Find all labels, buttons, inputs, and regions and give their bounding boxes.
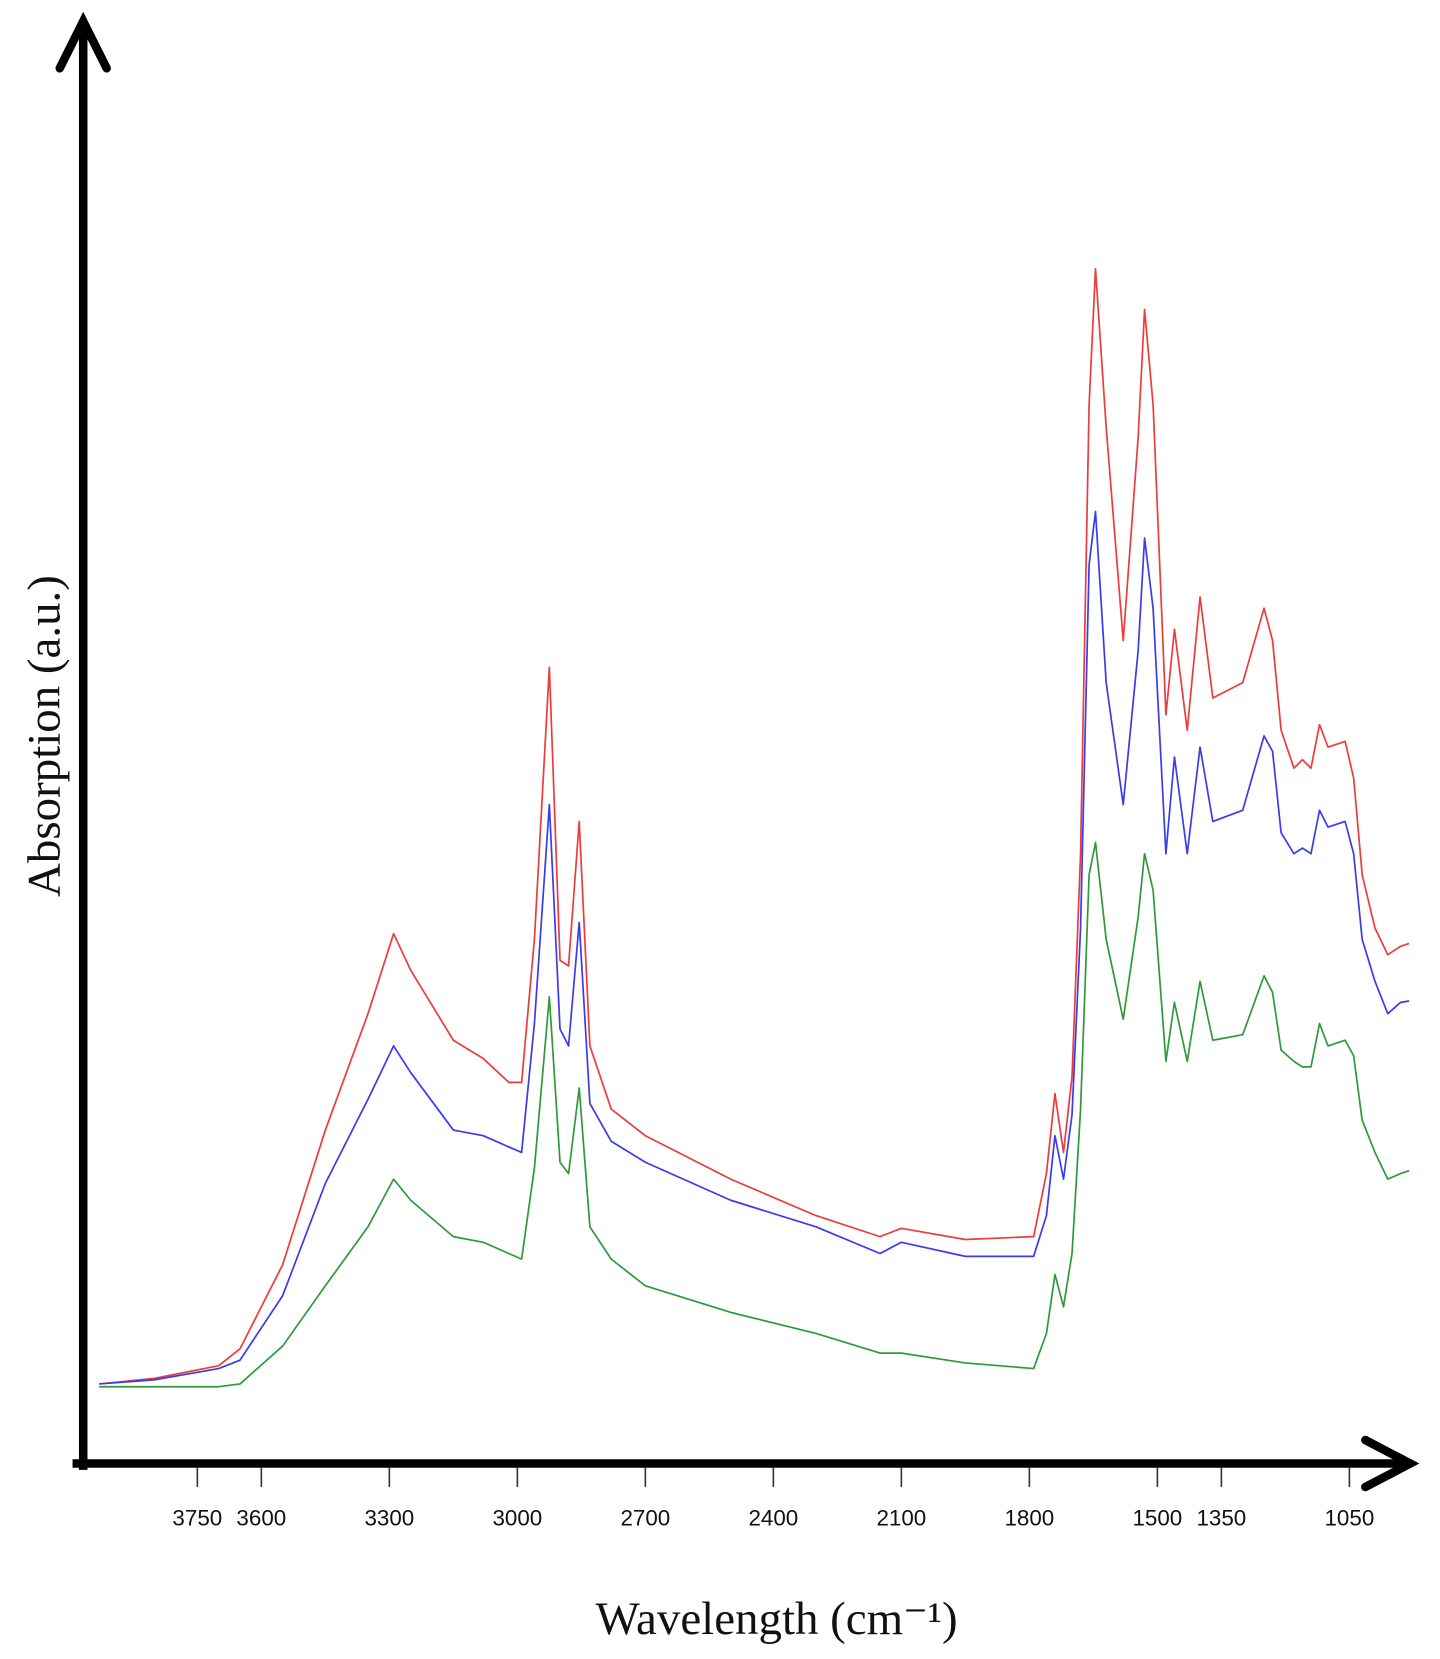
x-tick-label: 1500 (1132, 1505, 1182, 1530)
x-tick-label: 1350 (1196, 1505, 1246, 1530)
x-tick-label: 1050 (1324, 1505, 1374, 1530)
spectrum-line (99, 510, 1410, 1385)
x-tick-label: 2700 (620, 1505, 670, 1530)
x-axis-label: Wavelength (cm⁻¹) (596, 1593, 958, 1645)
x-tick-label: 3300 (364, 1505, 414, 1530)
spectrum-line (99, 267, 1410, 1385)
plot: Absorption (a.u.) Wavelength (cm⁻¹) 3750… (19, 11, 1420, 1645)
x-tick-label: 3750 (172, 1505, 222, 1530)
x-tick-label: 3000 (492, 1505, 542, 1530)
x-tick-label: 2400 (748, 1505, 798, 1530)
x-tick-label: 2100 (876, 1505, 926, 1530)
y-axis-arrow (55, 11, 111, 73)
x-axis-arrow (1361, 1435, 1420, 1492)
x-tick-label: 3600 (236, 1505, 286, 1530)
spectrum-line (99, 841, 1410, 1388)
y-axis-label: Absorption (a.u.) (19, 575, 71, 897)
x-tick-label: 1800 (1004, 1505, 1054, 1530)
